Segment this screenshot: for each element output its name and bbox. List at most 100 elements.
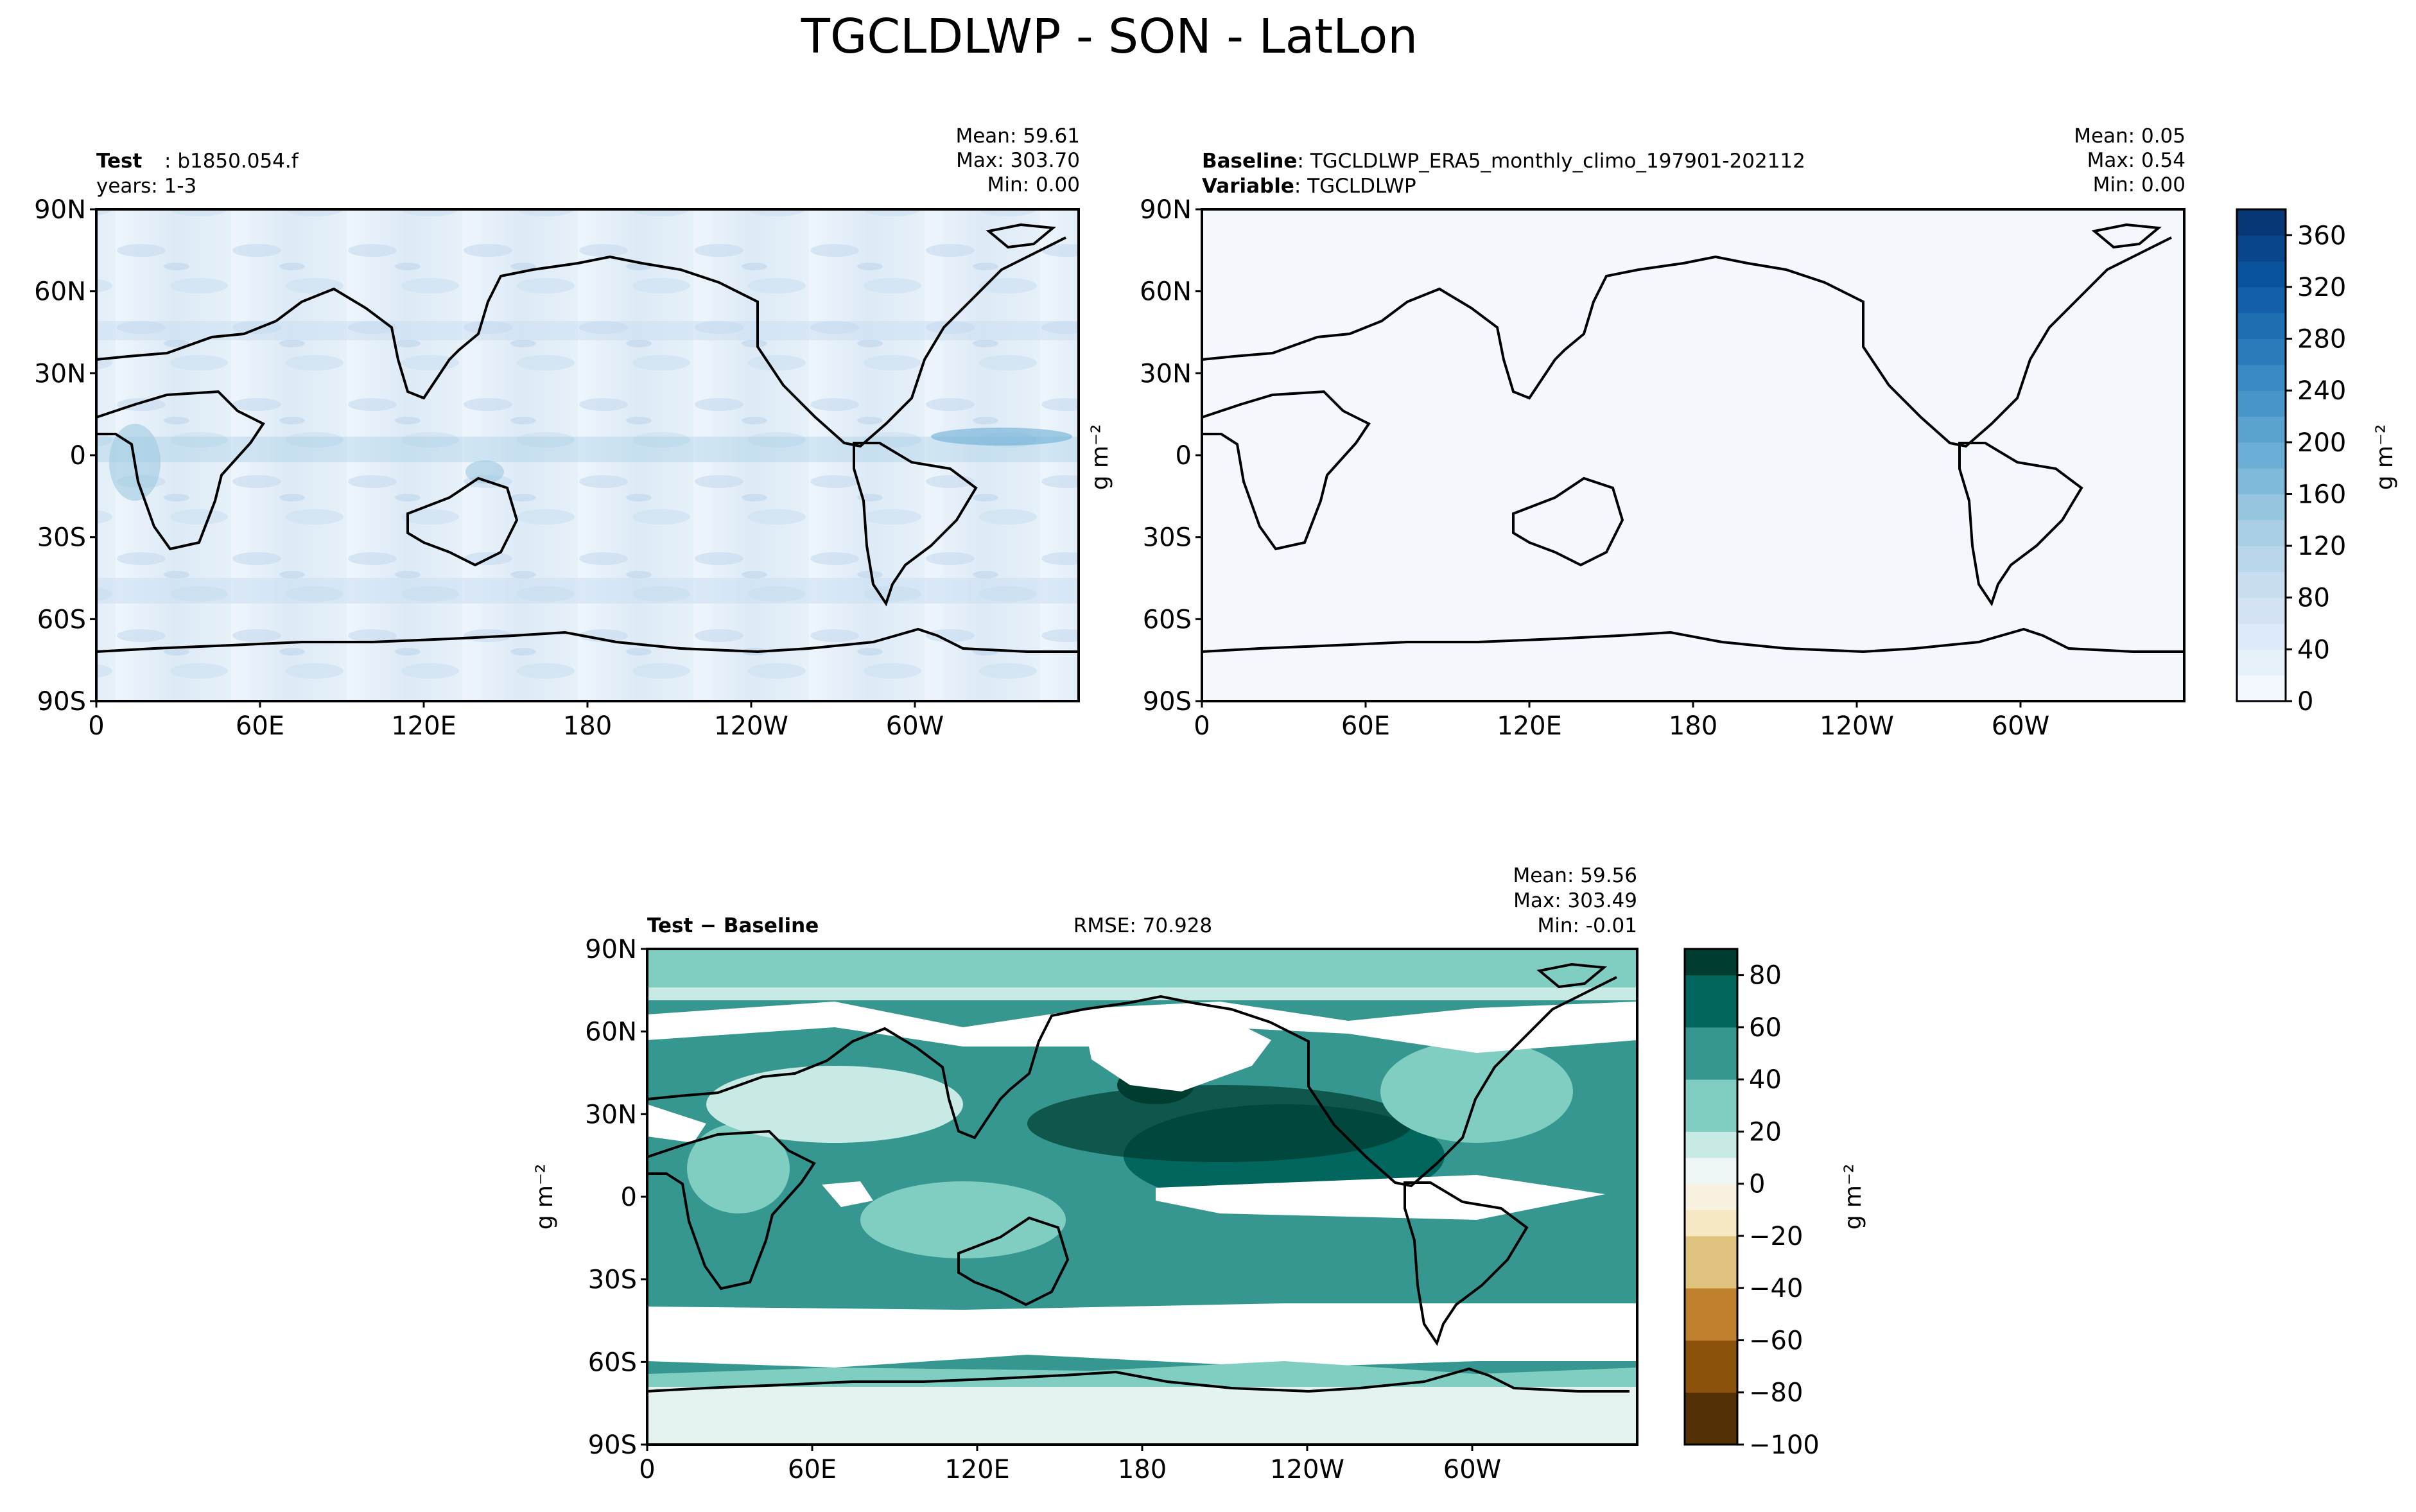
diverging-colorbar-tick-label: −20	[1749, 1222, 1803, 1251]
sequential-colorbar-segment	[2237, 209, 2286, 236]
sequential-colorbar-segment	[2237, 546, 2286, 572]
test-xticks: 0 60E 120E 180 120W 60W	[88, 701, 944, 741]
sequential-colorbar-segment	[2237, 649, 2286, 676]
diverging-colorbar-tick-label: 20	[1749, 1117, 1782, 1147]
diff-min: Min: -0.01	[1537, 914, 1637, 937]
baseline-ylabel: g m⁻²	[1087, 424, 1113, 491]
baseline-xtick-label: 180	[1669, 711, 1717, 741]
diverging-colorbar-segment	[1685, 1392, 1737, 1419]
diff-xtick-label: 60E	[788, 1455, 837, 1484]
diverging-colorbar-frame	[1683, 948, 1739, 1446]
sequential-colorbar-tick-label: 320	[2297, 273, 2346, 302]
baseline-max: Max: 0.54	[2087, 149, 2186, 172]
baseline-yticks: 90N 60N 30N 0 30S 60S 90S	[1140, 195, 1202, 717]
baseline-ytick-label: 90N	[1140, 195, 1192, 225]
baseline-ytick-label: 60N	[1140, 277, 1192, 307]
baseline-xtick-label: 0	[1194, 711, 1210, 741]
test-map-field	[96, 209, 1079, 701]
sequential-colorbar-segment	[2237, 286, 2286, 313]
diverging-colorbar-segment	[1685, 1288, 1737, 1315]
test-ytick-label: 30N	[34, 359, 86, 388]
test-mean: Mean: 59.61	[955, 125, 1080, 148]
sequential-colorbar-segment	[2237, 338, 2286, 365]
diverging-colorbar-segment	[1685, 1262, 1737, 1289]
test-coastlines	[96, 223, 1079, 654]
diverging-colorbar-segment	[1685, 1105, 1737, 1132]
diff-xtick-label: 120E	[944, 1455, 1010, 1484]
sequential-colorbar-tick-label: 40	[2297, 635, 2330, 665]
sequential-colorbar-segment	[2237, 597, 2286, 624]
figure-title: TGCLDLWP - SON - LatLon	[801, 9, 1418, 64]
sequential-colorbar-segment	[2237, 675, 2286, 702]
test-min: Min: 0.00	[987, 173, 1080, 196]
baseline-xtick-label: 120W	[1820, 711, 1894, 741]
test-xtick-label: 120E	[391, 711, 456, 741]
test-ytick-label: 0	[70, 441, 86, 471]
test-xtick-label: 60W	[886, 711, 944, 741]
test-xtick-label: 180	[563, 711, 612, 741]
diverging-colorbar-segment	[1685, 1314, 1737, 1341]
sequential-colorbar-tick-label: 360	[2297, 221, 2346, 250]
baseline-ytick-label: 60S	[1143, 605, 1192, 634]
diff-xtick-label: 180	[1118, 1455, 1167, 1484]
test-ytick-label: 60S	[37, 605, 86, 634]
baseline-ytick-label: 30S	[1143, 523, 1192, 553]
diverging-colorbar-tick-label: −60	[1749, 1326, 1803, 1355]
diverging-colorbar-segment	[1685, 1053, 1737, 1080]
diff-mean: Mean: 59.56	[1513, 864, 1637, 887]
diverging-colorbar-segment	[1685, 1079, 1737, 1106]
diff-xticks: 0 60E 120E 180 120W 60W	[639, 1445, 1501, 1484]
baseline-xtick-label: 120E	[1497, 711, 1562, 741]
diff-xtick-label: 0	[639, 1455, 655, 1484]
diverging-colorbar-tick-label: 0	[1749, 1170, 1765, 1199]
diff-ytick-label: 60S	[588, 1348, 637, 1377]
baseline-map-field	[1202, 209, 2184, 701]
baseline-variable: Variable: TGCLDLWP	[1202, 175, 1416, 198]
baseline-label: Baseline: TGCLDLWP_ERA5_monthly_climo_19…	[1202, 150, 1805, 173]
diverging-colorbar-tick-label: 40	[1749, 1065, 1782, 1095]
diverging-colorbar-tick-label: −40	[1749, 1274, 1803, 1303]
sequential-colorbar-tick-label: 280	[2297, 325, 2346, 354]
sequential-colorbar-segment	[2237, 494, 2286, 521]
sequential-colorbar-segment	[2237, 235, 2286, 262]
sequential-colorbar-tick-label: 240	[2297, 376, 2346, 406]
test-label-bold: Test	[96, 150, 143, 173]
sequential-colorbar-segment	[2237, 313, 2286, 340]
sequential-colorbar: 0 40 80 120 160 200 240 280 320 360 g m⁻²	[2236, 208, 2398, 717]
diff-coastlines	[647, 962, 1629, 1393]
baseline-min: Min: 0.00	[2093, 173, 2186, 196]
diff-rmse: RMSE: 70.928	[1073, 914, 1212, 937]
test-ytick-label: 90S	[37, 687, 86, 717]
diverging-colorbar-segment	[1685, 1235, 1737, 1263]
baseline-xticks: 0 60E 120E 180 120W 60W	[1194, 701, 2049, 741]
diff-ytick-label: 0	[621, 1183, 637, 1212]
diverging-colorbar-segment	[1685, 949, 1737, 976]
sequential-colorbar-tick-label: 0	[2297, 687, 2313, 717]
diff-label: Test − Baseline	[647, 914, 819, 937]
diverging-colorbar-segment	[1685, 1418, 1737, 1445]
sequential-colorbar-tick-label: 160	[2297, 480, 2346, 509]
test-ytick-label: 30S	[37, 523, 86, 553]
diverging-colorbar-segment	[1685, 1027, 1737, 1054]
diff-map-features	[647, 949, 1637, 1445]
test-max: Max: 303.70	[956, 149, 1080, 172]
diverging-colorbar: −100 −80 −60 −40 −20 0 20 40 60 80 g m⁻²	[1683, 948, 1866, 1460]
diff-ytick-label: 90S	[588, 1430, 637, 1460]
test-ytick-label: 60N	[34, 277, 86, 307]
diff-ytick-label: 30S	[588, 1265, 637, 1295]
diff-ytick-label: 60N	[585, 1018, 637, 1047]
diverging-colorbar-segment	[1685, 1210, 1737, 1237]
diverging-colorbar-segment	[1685, 1158, 1737, 1185]
sequential-colorbar-segment	[2237, 519, 2286, 546]
diff-ytick-label: 30N	[585, 1100, 637, 1129]
baseline-panel: Baseline: TGCLDLWP_ERA5_monthly_climo_19…	[1087, 125, 2186, 741]
baseline-mean: Mean: 0.05	[2074, 125, 2186, 148]
test-xtick-label: 0	[88, 711, 104, 741]
test-yticks: 90N 60N 30N 0 30S 60S 90S	[34, 195, 96, 717]
sequential-colorbar-tick-label: 80	[2297, 584, 2330, 613]
test-xtick-label: 120W	[714, 711, 788, 741]
baseline-ytick-label: 0	[1176, 441, 1192, 471]
baseline-xtick-label: 60W	[1992, 711, 2049, 741]
baseline-ytick-label: 30N	[1140, 359, 1192, 388]
sequential-colorbar-segment	[2237, 623, 2286, 650]
